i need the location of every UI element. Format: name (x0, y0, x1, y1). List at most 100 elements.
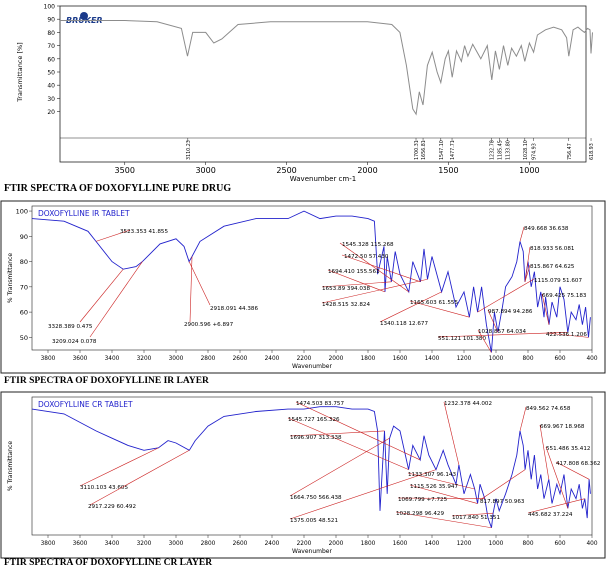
y-tick-label: 90 (47, 17, 55, 24)
peak-label: 1232.78 (490, 140, 496, 160)
pure-drug-spectrum-chart: BRUKER 20 30 40 50 60 70 80 90 100 3500 3000 2500 200… (16, 4, 595, 183)
x-tick-label: 1000 (519, 166, 539, 175)
caption-cr: FTIR SPECTRA OF DOXOFYLLINE CR LAYER (4, 558, 213, 568)
peak-label: 1477.71 (450, 140, 456, 160)
peak-leader (397, 497, 485, 499)
x-tick-label: 3500 (115, 166, 135, 175)
y-axis-label: % Transmittance (7, 441, 14, 491)
peak-leader (289, 430, 385, 437)
peak-leader (555, 461, 590, 480)
x-tick-label: 2000 (329, 356, 344, 362)
y-tick-label: 100 (16, 208, 28, 216)
x-tick-label: 400 (586, 541, 597, 547)
peak-label: 1375.005 48.521 (290, 518, 338, 524)
peak-leader (188, 261, 211, 306)
peak-leader (524, 246, 531, 282)
peak-label: 1474.503 83.757 (296, 401, 344, 407)
x-tick-label: 3200 (137, 356, 152, 362)
peak-leader (289, 437, 390, 497)
x-tick-label: 2200 (297, 541, 312, 547)
x-tick-label: 2000 (329, 541, 344, 547)
x-axis-label: Wavenumber cm-1 (290, 175, 356, 182)
x-tick-label: 1400 (425, 356, 440, 362)
x-tick-label: 3000 (195, 166, 215, 175)
x-tick-label: 1500 (438, 166, 458, 175)
x-tick-label: 1200 (457, 541, 472, 547)
x-tick-label: 600 (554, 541, 565, 547)
ir-layer-spectrum-chart: DOXOFYLLINE IR TABLET 50 60 70 80 90 100 3800 36… (0, 200, 606, 374)
peak-label: 3110.103 43.605 (80, 485, 128, 491)
peak-label: 818.933 56.081 (530, 246, 575, 252)
peak-label: 1340.118 12.677 (380, 321, 428, 327)
peak-leader (539, 424, 550, 480)
peak-leader (479, 469, 526, 501)
peak-label: 445.682 37.224 (528, 512, 573, 518)
x-tick-label: 1600 (393, 356, 408, 362)
peak-leader (79, 447, 159, 487)
y-tick-label: 80 (47, 30, 55, 37)
peak-label: 2918.091 44.386 (210, 306, 258, 312)
y-tick-label: 40 (47, 83, 55, 90)
x-tick-label: 2600 (233, 541, 248, 547)
x-tick-label: 3800 (41, 541, 56, 547)
plot-frame (31, 205, 593, 351)
x-tick-label: 1600 (393, 541, 408, 547)
peak-label: 1028.10 (523, 140, 529, 160)
x-tick-label: 2800 (201, 356, 216, 362)
peak-leader (95, 229, 131, 242)
peak-leader (395, 511, 492, 529)
x-tick-label: 2200 (297, 356, 312, 362)
x-tick-label: 3000 (169, 541, 184, 547)
pure-drug-panel: BRUKER 20 30 40 50 60 70 80 90 100 3500 3000 2500 200… (0, 0, 606, 183)
peak-leader (321, 278, 428, 304)
peak-label: 987.894 94.286 (488, 309, 533, 315)
peak-label: 1028.857 64.034 (478, 329, 526, 335)
bruker-logo: BRUKER (66, 12, 103, 25)
peak-label: 1428.515 32.824 (322, 302, 370, 308)
peak-leader (339, 242, 409, 293)
x-tick-label: 3200 (137, 541, 152, 547)
y-tick-label: 70 (47, 43, 55, 50)
y-tick-label: 70 (20, 283, 28, 291)
peak-leader (527, 498, 585, 514)
x-tick-label: 3600 (73, 541, 88, 547)
peak-label: 1653.89 394.038 (322, 286, 370, 292)
y-tick-label: 20 (47, 109, 55, 116)
plot-frame (31, 396, 593, 536)
peak-label: 669.425 75.183 (542, 293, 587, 299)
peak-label: 618.93 (589, 143, 595, 160)
peak-label: 3110.23 (186, 140, 192, 160)
peak-leader (541, 293, 550, 325)
x-tick-label: 3600 (73, 356, 88, 362)
panel-border (0, 200, 606, 374)
y-tick-label: 60 (47, 56, 55, 63)
peak-leader (443, 401, 460, 465)
ir-layer-panel: DOXOFYLLINE IR TABLET 50 60 70 80 90 100 3800 36… (0, 200, 606, 374)
peak-label: 1547.10 (439, 140, 445, 160)
x-tick-label: 2500 (276, 166, 296, 175)
y-tick-label: 50 (47, 70, 55, 77)
peak-label: 551.121 101.380 (438, 336, 486, 342)
peak-leader (89, 450, 190, 506)
x-axis-label: Wavenumber (292, 363, 332, 370)
plot-frame (59, 5, 587, 163)
peak-label: 1133.80 (506, 140, 512, 160)
x-tick-label: 1800 (361, 356, 376, 362)
peak-leader (287, 417, 409, 470)
x-tick-label: 1000 (489, 356, 504, 362)
peak-label: 417.808 68.362 (556, 461, 600, 467)
y-tick-label: 80 (20, 258, 28, 266)
peak-label: 1185.45 (497, 140, 503, 160)
peak-leader (487, 309, 499, 333)
peak-label: 3209.024 0.078 (52, 339, 97, 345)
peak-label: 849.562 74.658 (526, 406, 571, 412)
peak-leader (327, 269, 386, 293)
x-tick-label: 1800 (361, 541, 376, 547)
peak-label: 974.93 (531, 143, 537, 160)
peak-leader (409, 484, 478, 504)
peak-label: 1115.079 51.607 (534, 278, 582, 284)
peak-label: 1133.307 96.143 (408, 472, 456, 478)
y-tick-label: 50 (20, 334, 28, 342)
peak-label: 1694.410 155.561 (328, 269, 380, 275)
spectrum-line (60, 20, 593, 116)
